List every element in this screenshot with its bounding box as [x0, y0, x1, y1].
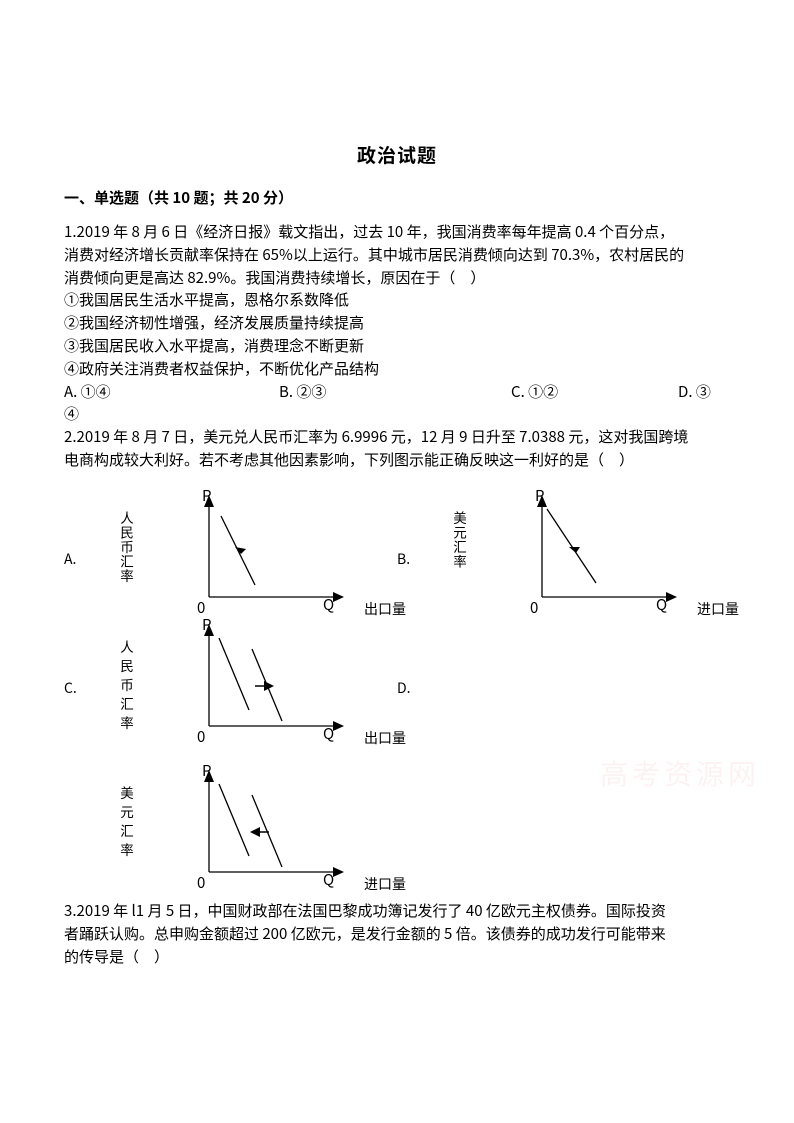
svg-text:P: P — [535, 489, 545, 506]
svg-text:0: 0 — [197, 726, 205, 747]
svg-text:Q: Q — [323, 723, 334, 744]
svg-text:Q: Q — [656, 594, 667, 615]
svg-text:P: P — [202, 618, 212, 635]
svg-text:Q: Q — [323, 869, 334, 890]
svg-text:Q: Q — [323, 594, 334, 615]
svg-text:0: 0 — [530, 597, 538, 618]
svg-text:0: 0 — [197, 872, 205, 893]
svg-text:0: 0 — [197, 597, 205, 618]
svg-text:P: P — [202, 489, 212, 506]
svg-text:P: P — [202, 764, 212, 781]
